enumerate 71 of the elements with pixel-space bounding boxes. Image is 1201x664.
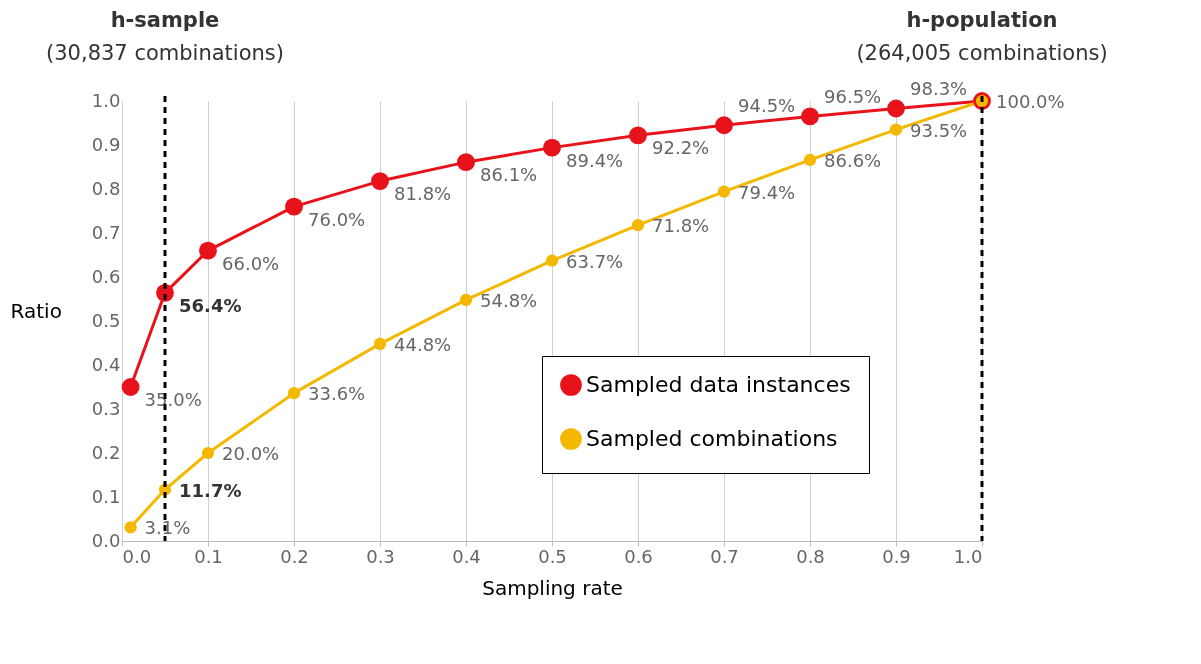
x-tick-label: 0.9: [882, 545, 911, 567]
data-label: 33.6%: [308, 383, 366, 405]
point: [121, 378, 140, 396]
x-tick-label: 0.6: [624, 545, 653, 567]
x-tick-label: 0.2: [280, 545, 309, 567]
point: [801, 107, 819, 126]
data-label: 92.2%: [652, 137, 710, 159]
x-tick-label: 0.0: [122, 545, 152, 567]
point: [631, 218, 645, 232]
y-tick-label: 1.0: [91, 89, 121, 111]
point: [803, 153, 817, 167]
data-label: 66.0%: [222, 252, 280, 274]
y-tick-label: 0.6: [91, 265, 121, 287]
y-axis-title: Ratio: [10, 298, 62, 323]
point: [285, 197, 303, 216]
y-tick-label: 0.7: [91, 221, 121, 243]
data-label: 54.8%: [480, 289, 538, 311]
x-tick-label: 1.0: [953, 545, 983, 567]
data-label: 89.4%: [566, 149, 624, 171]
x-axis-title: Sampling rate: [482, 575, 623, 600]
x-tick-label: 0.3: [366, 545, 395, 567]
legend-label: Sampled data instances: [586, 372, 851, 397]
y-tick-label: 0.2: [91, 441, 121, 463]
data-label: 94.5%: [738, 95, 796, 117]
point: [371, 172, 389, 191]
y-tick-label: 0.3: [91, 397, 121, 419]
y-tick-label: 0.4: [91, 353, 121, 375]
y-tick-label: 0.0: [91, 529, 121, 551]
x-tick-label: 0.5: [538, 545, 567, 567]
y-tick-label: 0.1: [91, 485, 121, 507]
point: [199, 241, 217, 260]
data-label: 56.4%: [179, 294, 242, 316]
data-label: 35.0%: [144, 389, 202, 410]
data-label: 63.7%: [566, 250, 624, 272]
point: [543, 138, 561, 157]
data-label: 81.8%: [394, 183, 452, 205]
point: [545, 254, 559, 267]
data-label: 93.5%: [910, 119, 968, 141]
ref-line-label: h-sample (30,837 combinations): [46, 8, 284, 65]
data-label: 86.1%: [480, 164, 538, 186]
ref-line-label: h-population (264,005 combinations): [856, 8, 1108, 65]
x-tick-label: 0.8: [796, 545, 825, 567]
data-label: 86.6%: [824, 149, 882, 171]
data-label: 20.0%: [222, 443, 280, 464]
y-tick-label: 0.9: [91, 133, 121, 155]
point: [889, 123, 903, 136]
y-tick-label: 0.5: [91, 309, 121, 331]
data-label: 3.1%: [144, 517, 191, 539]
data-label: 79.4%: [738, 181, 796, 203]
point: [457, 153, 475, 172]
data-label: 11.7%: [179, 479, 242, 501]
point: [887, 99, 905, 118]
legend-label: Sampled combinations: [586, 426, 838, 451]
y-tick-label: 0.8: [91, 177, 121, 199]
point: [717, 185, 731, 198]
x-tick-label: 0.4: [452, 545, 481, 567]
point: [201, 446, 215, 460]
point: [287, 387, 301, 400]
point: [373, 337, 387, 350]
data-label: 71.8%: [652, 215, 710, 237]
point: [459, 293, 473, 306]
data-label: 100.0%: [996, 91, 1065, 112]
data-label: 44.8%: [394, 333, 452, 355]
point: [629, 126, 647, 145]
data-label: 96.5%: [824, 86, 882, 108]
point: [715, 116, 733, 135]
point: [124, 521, 137, 534]
x-tick-label: 0.1: [194, 545, 223, 567]
data-label: 76.0%: [308, 208, 366, 230]
x-tick-label: 0.7: [710, 545, 739, 567]
data-label: 98.3%: [910, 78, 968, 100]
